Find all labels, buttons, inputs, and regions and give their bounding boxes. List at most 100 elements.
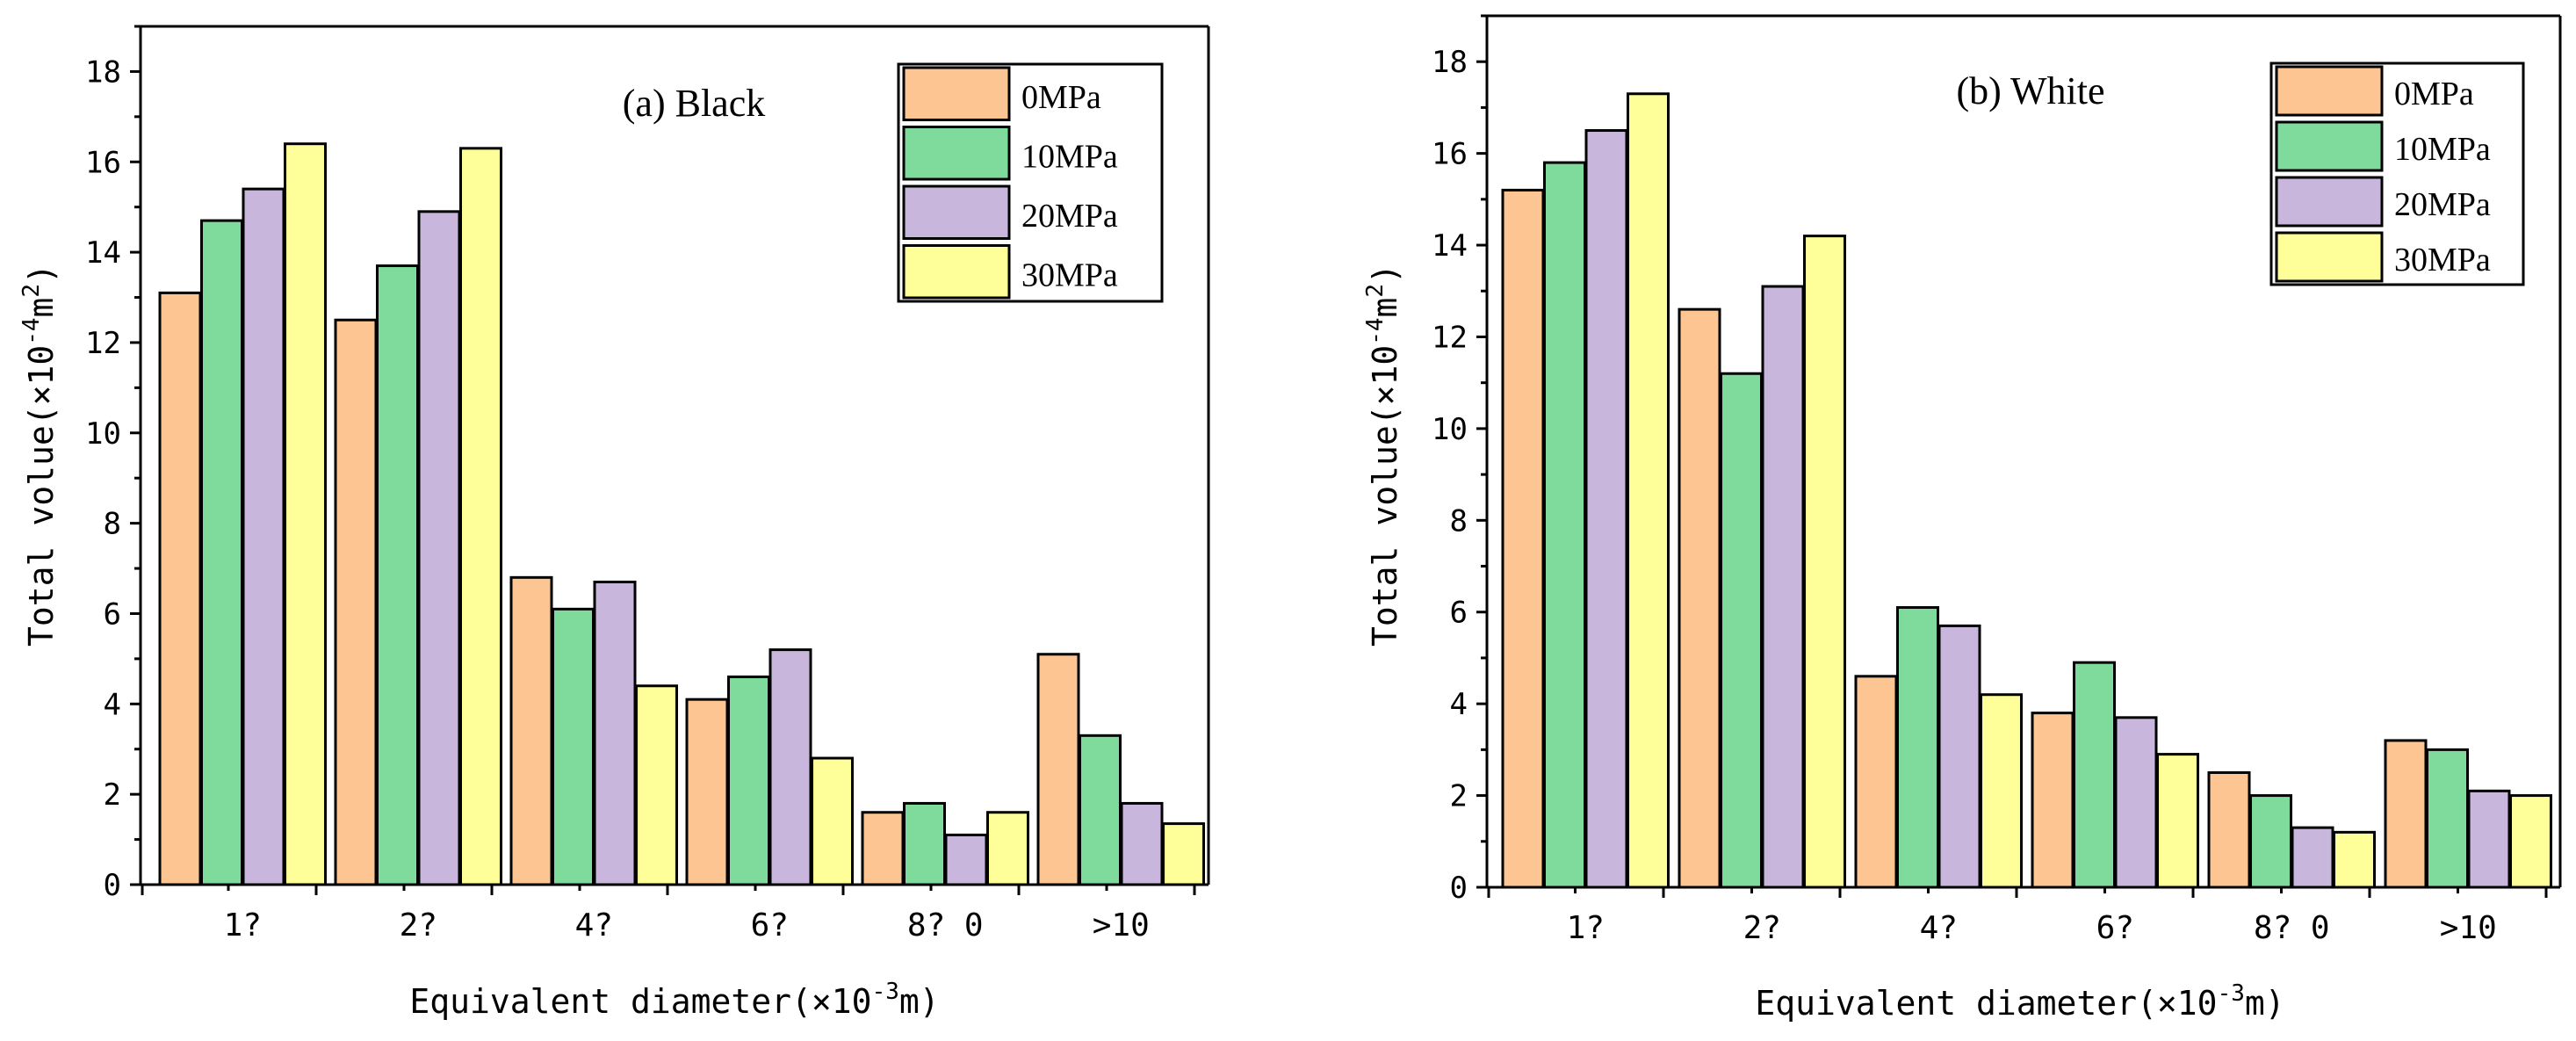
y-axis-label-unit-exponent: 2 <box>18 284 45 298</box>
x-axis-label-main: Equivalent diameter(×10 <box>1755 984 2217 1023</box>
y-tick-label: 16 <box>1432 137 1468 172</box>
bar-10mpa-2 <box>552 607 595 886</box>
bar-10mpa-1 <box>1720 372 1763 889</box>
y-axis-label: Total volue(×10-4m2) <box>1362 264 1404 647</box>
bar-20mpa-3 <box>2114 716 2158 889</box>
y-tick-label: 0 <box>1450 871 1468 906</box>
x-tick-label-2: 4? <box>575 907 613 943</box>
y-tick-label: 8 <box>1450 503 1468 539</box>
bar-0mpa-3 <box>2031 712 2075 889</box>
legend-label-0mpa: 0MPa <box>2394 76 2474 112</box>
x-tick-label-1: 2? <box>1743 910 1781 946</box>
y-tick-label: 16 <box>85 145 121 180</box>
x-axis-label-unit: m) <box>2245 984 2285 1023</box>
panel-title: (b) White <box>1956 69 2104 112</box>
y-tick-label: 4 <box>104 687 121 722</box>
bar-30mpa-0 <box>284 142 327 886</box>
y-axis-label-close: ) <box>22 264 61 284</box>
x-tick-label-4: 8? 0 <box>907 907 984 943</box>
bar-0mpa-5 <box>1036 653 1080 886</box>
y-tick-label: 8 <box>104 507 121 542</box>
bar-20mpa-5 <box>1120 801 1164 886</box>
y-axis-label-unit: m <box>22 298 61 318</box>
bar-10mpa-3 <box>727 675 770 886</box>
bar-0mpa-2 <box>509 575 553 886</box>
bar-30mpa-3 <box>2156 753 2199 889</box>
x-axis-label: Equivalent diameter(×10-3m) <box>409 979 939 1021</box>
bar-0mpa-1 <box>1678 307 1721 889</box>
x-tick-label-4: 8? 0 <box>2254 910 2330 946</box>
legend-swatch-20mpa <box>2275 176 2384 228</box>
x-tick-label-2: 4? <box>1920 910 1958 946</box>
legend-swatch-30mpa <box>2275 231 2384 283</box>
bar-20mpa-4 <box>2291 826 2334 889</box>
chart-panel-black: 0 2 4 6 8 10 12 14 16 18 1? 2? 4? 6? 8? 0 >10 (a) Black 0… <box>18 25 1210 1021</box>
x-axis-label-exponent: -3 <box>872 979 899 1005</box>
y-axis-label-close: ) <box>1366 264 1404 284</box>
bar-20mpa-4 <box>944 833 988 886</box>
legend-label-10mpa: 10MPa <box>2394 131 2491 168</box>
bar-20mpa-0 <box>242 187 285 886</box>
bar-20mpa-1 <box>417 210 461 886</box>
y-tick-label: 0 <box>104 868 121 903</box>
legend-label-30mpa: 30MPa <box>1021 257 1118 293</box>
x-tick-label-1: 2? <box>400 907 437 943</box>
bar-10mpa-0 <box>200 219 243 886</box>
x-axis-label-exponent: -3 <box>2218 980 2245 1007</box>
legend-label-0mpa: 0MPa <box>1021 79 1101 116</box>
legend-swatch-10mpa <box>2275 120 2384 172</box>
bar-30mpa-1 <box>459 147 502 886</box>
bar-20mpa-2 <box>1937 624 1981 889</box>
bar-30mpa-5 <box>1162 822 1205 886</box>
bar-10mpa-4 <box>2249 794 2292 889</box>
x-tick-label-0: 1? <box>224 907 262 943</box>
bar-10mpa-5 <box>2426 748 2469 889</box>
bar-30mpa-2 <box>635 684 678 886</box>
y-axis-label-exponent: -4 <box>18 317 45 344</box>
y-axis-label-unit-exponent: 2 <box>1362 284 1389 298</box>
legend-swatch-0mpa <box>902 66 1011 121</box>
bar-10mpa-1 <box>376 264 419 886</box>
bar-0mpa-2 <box>1854 675 1898 889</box>
bar-30mpa-4 <box>986 811 1029 886</box>
x-axis-label-unit: m) <box>899 982 940 1021</box>
y-tick-label: 2 <box>1450 779 1468 814</box>
x-tick-label-3: 6? <box>751 907 789 943</box>
bar-0mpa-3 <box>685 698 729 886</box>
legend-swatch-20mpa <box>902 184 1011 240</box>
panel-title: (a) Black <box>623 82 765 125</box>
y-tick-label: 4 <box>1450 687 1468 722</box>
bar-10mpa-2 <box>1896 606 1939 889</box>
y-axis-label-main: Total volue(×10 <box>1366 345 1404 647</box>
legend-swatch-10mpa <box>902 126 1011 181</box>
bar-20mpa-3 <box>768 648 812 886</box>
x-tick-label-0: 1? <box>1567 910 1605 946</box>
bar-10mpa-4 <box>903 801 946 886</box>
bar-30mpa-5 <box>2509 794 2552 889</box>
x-axis-label: Equivalent diameter(×10-3m) <box>1755 980 2284 1023</box>
x-tick-label-3: 6? <box>2096 910 2134 946</box>
bar-0mpa-0 <box>158 291 202 886</box>
legend-swatch-30mpa <box>902 244 1011 300</box>
x-axis-label-main: Equivalent diameter(×10 <box>409 982 871 1021</box>
chart-panel-white: 0 2 4 6 8 10 12 14 16 18 1? 2? 4? 6? 8? 0 >10 (b) White 0… <box>1362 14 2562 1023</box>
y-axis-label-main: Total volue(×10 <box>22 345 61 647</box>
bar-30mpa-1 <box>1803 235 1846 889</box>
bar-0mpa-0 <box>1501 188 1545 889</box>
bar-10mpa-0 <box>1543 161 1586 889</box>
y-tick-label: 14 <box>85 235 121 271</box>
y-tick-label: 6 <box>104 596 121 632</box>
y-tick-label: 14 <box>1432 228 1468 264</box>
y-tick-label: 18 <box>1432 45 1468 80</box>
bar-0mpa-4 <box>861 811 905 886</box>
y-tick-label: 2 <box>104 777 121 813</box>
bar-20mpa-5 <box>2467 789 2511 889</box>
bar-20mpa-0 <box>1584 129 1628 889</box>
y-tick-label: 18 <box>85 54 121 90</box>
y-tick-label: 12 <box>1432 320 1468 355</box>
bar-0mpa-5 <box>2384 739 2428 889</box>
y-tick-label: 6 <box>1450 596 1468 631</box>
legend-label-10mpa: 10MPa <box>1021 138 1118 175</box>
x-tick-label-5: >10 <box>1093 907 1150 943</box>
